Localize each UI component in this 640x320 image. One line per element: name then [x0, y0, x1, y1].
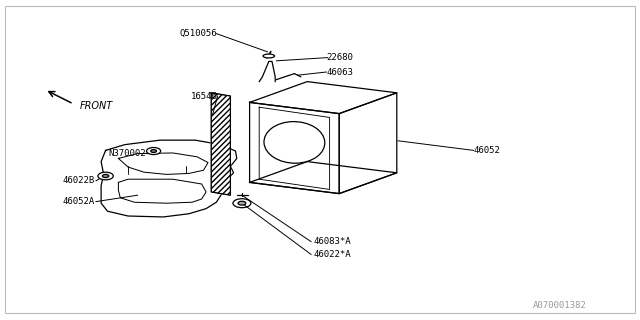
Text: 22680: 22680: [326, 53, 353, 62]
Text: 46083*A: 46083*A: [314, 237, 351, 246]
Ellipse shape: [102, 174, 109, 178]
Text: A070001382: A070001382: [533, 301, 587, 310]
Text: 16546: 16546: [191, 92, 218, 100]
Polygon shape: [259, 61, 275, 82]
Ellipse shape: [238, 201, 246, 205]
Polygon shape: [339, 93, 397, 194]
Text: 46022B: 46022B: [63, 176, 95, 185]
Polygon shape: [250, 162, 397, 194]
Polygon shape: [250, 102, 339, 194]
Text: 46022*A: 46022*A: [314, 250, 351, 259]
Text: 46052A: 46052A: [63, 197, 95, 206]
Text: N370002: N370002: [108, 149, 146, 158]
Text: 46063: 46063: [326, 68, 353, 76]
Polygon shape: [211, 93, 230, 195]
Text: Q510056: Q510056: [180, 29, 218, 38]
Ellipse shape: [263, 54, 275, 58]
Ellipse shape: [264, 122, 325, 163]
Polygon shape: [250, 82, 397, 114]
Text: FRONT: FRONT: [80, 100, 113, 111]
Polygon shape: [101, 140, 237, 217]
Ellipse shape: [233, 199, 251, 208]
Ellipse shape: [151, 150, 156, 153]
Ellipse shape: [98, 172, 113, 180]
Text: 46052: 46052: [474, 146, 500, 155]
Ellipse shape: [147, 148, 161, 155]
